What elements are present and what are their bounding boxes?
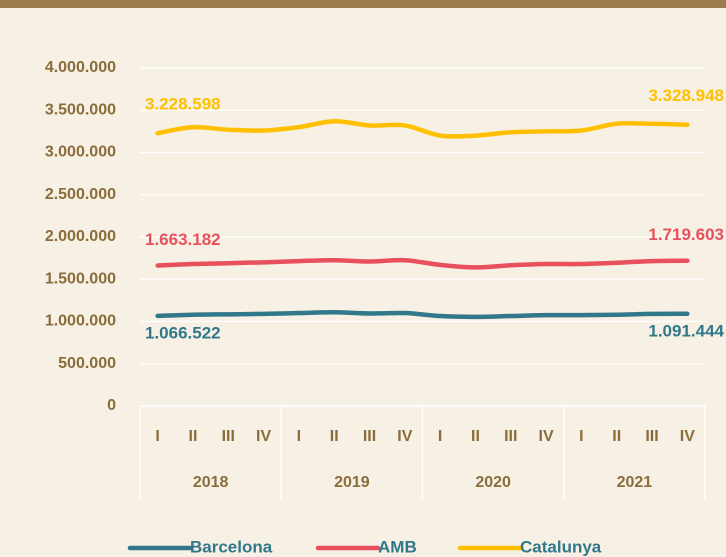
y-tick-label: 3.000.000 <box>45 144 116 161</box>
legend-label: Catalunya <box>520 537 602 556</box>
x-tick-label: IV <box>256 428 271 445</box>
y-tick-label: 1.500.000 <box>45 270 116 287</box>
x-tick-label: II <box>612 428 621 445</box>
x-tick-label: IV <box>539 428 554 445</box>
x-tick-label: III <box>222 428 235 445</box>
x-tick-label: I <box>438 428 442 445</box>
x-tick-label: IV <box>397 428 412 445</box>
series-line <box>155 257 690 270</box>
y-tick-label: 500.000 <box>58 355 116 372</box>
group-label: 2018 <box>193 474 229 491</box>
data-label: 3.228.598 <box>145 95 221 114</box>
data-label: 1.719.603 <box>648 225 724 244</box>
data-label: 1.066.522 <box>145 323 221 342</box>
x-tick-label: I <box>579 428 583 445</box>
group-label: 2021 <box>617 474 653 491</box>
legend-label: AMB <box>378 537 417 556</box>
top-bar <box>0 0 726 8</box>
legend-label: Barcelona <box>190 537 273 556</box>
data-label: 1.663.182 <box>145 230 221 249</box>
group-label: 2020 <box>475 474 511 491</box>
y-tick-label: 1.000.000 <box>45 313 116 330</box>
x-tick-label: II <box>471 428 480 445</box>
x-tick-label: III <box>363 428 376 445</box>
data-label: 3.328.948 <box>648 86 724 105</box>
x-tick-label: III <box>645 428 658 445</box>
y-tick-label: 2.000.000 <box>45 228 116 245</box>
data-label: 1.091.444 <box>648 321 724 340</box>
group-label: 2019 <box>334 474 370 491</box>
x-tick-label: II <box>330 428 339 445</box>
x-tick-label: II <box>189 428 198 445</box>
x-tick-label: I <box>155 428 159 445</box>
y-tick-label: 4.000.000 <box>45 59 116 76</box>
series-line <box>155 118 690 139</box>
x-tick-label: IV <box>680 428 695 445</box>
y-tick-label: 3.500.000 <box>45 101 116 118</box>
x-tick-label: I <box>297 428 301 445</box>
y-tick-label: 2.500.000 <box>45 186 116 203</box>
y-tick-label: 0 <box>107 397 116 414</box>
series-line <box>155 309 690 320</box>
x-tick-label: III <box>504 428 517 445</box>
